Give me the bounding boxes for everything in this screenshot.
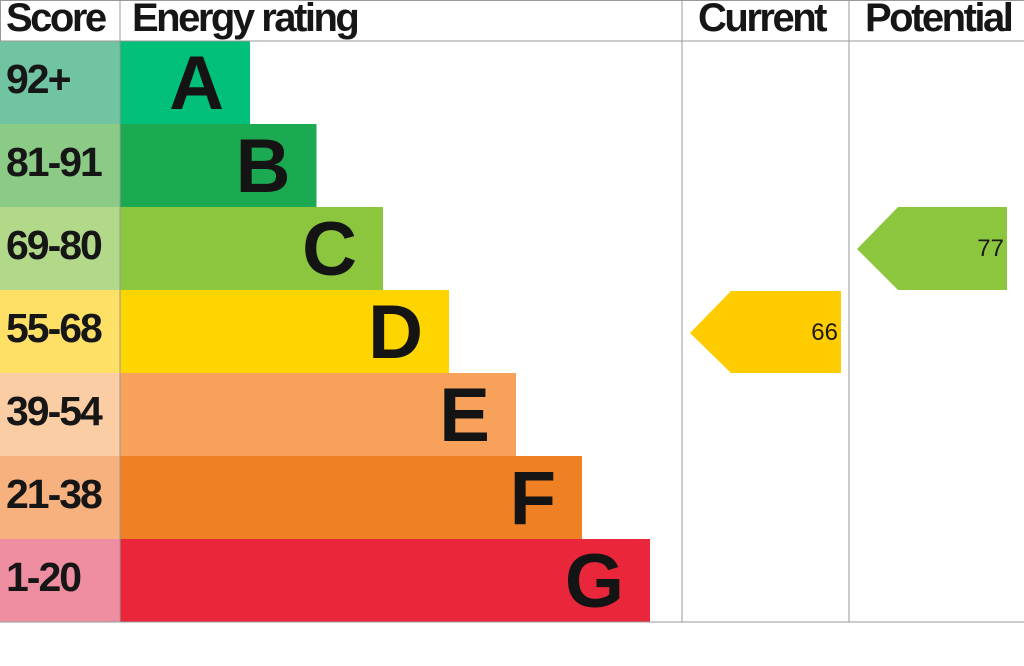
svg-text:C: C <box>302 207 357 292</box>
svg-text:B: B <box>236 124 291 209</box>
svg-text:A: A <box>169 41 224 126</box>
svg-text:G: G <box>565 539 624 624</box>
svg-text:E: E <box>439 373 490 458</box>
svg-text:D: D <box>368 290 423 375</box>
svg-text:66: 66 <box>811 319 838 346</box>
svg-text:77: 77 <box>977 235 1004 262</box>
svg-text:F: F <box>510 456 556 541</box>
